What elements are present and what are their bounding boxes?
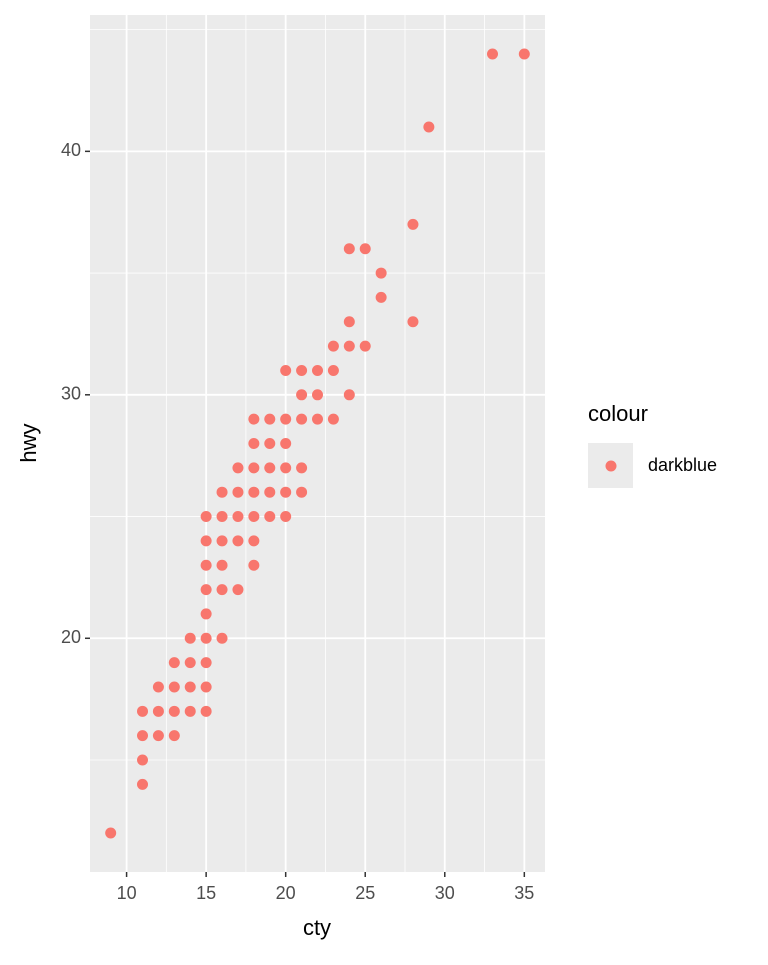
point — [280, 462, 292, 474]
point — [296, 486, 308, 498]
point — [264, 486, 276, 498]
point — [312, 413, 323, 425]
point — [216, 632, 228, 644]
x-tick-label: 15 — [196, 883, 216, 903]
point — [518, 48, 530, 60]
point — [359, 340, 371, 352]
legend-marker — [605, 460, 617, 472]
point — [375, 267, 387, 279]
point — [200, 511, 212, 523]
point — [343, 243, 355, 255]
point — [280, 438, 292, 449]
point — [168, 657, 180, 669]
point — [216, 559, 228, 571]
point — [184, 657, 196, 669]
point — [168, 705, 180, 717]
point — [407, 218, 419, 230]
point — [137, 754, 148, 766]
point — [248, 535, 260, 547]
point — [248, 438, 260, 449]
legend-label: darkblue — [648, 455, 717, 475]
legend-title: colour — [588, 401, 648, 426]
point — [105, 827, 117, 839]
x-tick-label: 35 — [514, 883, 534, 903]
point — [280, 511, 292, 523]
point — [216, 511, 228, 523]
panel — [90, 15, 545, 872]
y-tick-label: 30 — [61, 384, 81, 404]
point — [296, 413, 308, 425]
point — [216, 486, 228, 498]
y-tick-label: 20 — [61, 627, 81, 647]
x-tick-label: 30 — [435, 883, 455, 903]
point — [343, 340, 355, 352]
point — [216, 584, 228, 596]
point — [327, 364, 339, 376]
point — [264, 462, 276, 474]
point — [264, 511, 276, 523]
point — [168, 730, 180, 742]
point — [280, 413, 292, 425]
point — [312, 389, 323, 401]
point — [264, 438, 276, 449]
point — [200, 535, 212, 547]
point — [184, 681, 196, 693]
axes: 10 15 20 25 30 35 20 30 40 — [61, 140, 534, 903]
point — [152, 730, 164, 742]
point — [296, 462, 308, 474]
point — [152, 705, 164, 717]
point — [200, 608, 212, 620]
point — [248, 511, 260, 523]
point — [248, 486, 260, 498]
point — [232, 511, 244, 523]
point — [200, 559, 212, 571]
point — [343, 316, 355, 328]
point — [248, 559, 260, 571]
x-tick-label: 10 — [117, 883, 137, 903]
point — [200, 584, 212, 596]
point — [232, 462, 244, 474]
point — [327, 340, 339, 352]
point — [248, 462, 260, 474]
point — [184, 705, 196, 717]
point — [168, 681, 180, 693]
point — [487, 48, 498, 60]
point — [375, 291, 387, 303]
point — [407, 316, 419, 328]
point — [200, 632, 212, 644]
point — [264, 413, 276, 425]
point — [343, 389, 355, 401]
x-tick-label: 20 — [276, 883, 296, 903]
point — [184, 632, 196, 644]
point — [200, 681, 212, 693]
point — [296, 389, 308, 401]
point — [232, 535, 244, 547]
point — [248, 413, 260, 425]
point — [216, 535, 228, 547]
point — [312, 364, 323, 376]
point — [327, 413, 339, 425]
point — [200, 705, 212, 717]
point — [359, 243, 371, 255]
point — [137, 778, 148, 790]
point — [137, 705, 148, 717]
point — [280, 364, 292, 376]
points — [105, 48, 530, 839]
point — [280, 486, 292, 498]
point — [137, 730, 148, 742]
point — [152, 681, 164, 693]
point — [296, 364, 308, 376]
y-tick-label: 40 — [61, 140, 81, 160]
point — [200, 657, 212, 669]
point — [232, 584, 244, 596]
x-axis-title: cty — [303, 915, 331, 940]
point — [232, 486, 244, 498]
point — [423, 121, 435, 133]
y-axis-title: hwy — [16, 423, 41, 462]
x-tick-label: 25 — [355, 883, 375, 903]
